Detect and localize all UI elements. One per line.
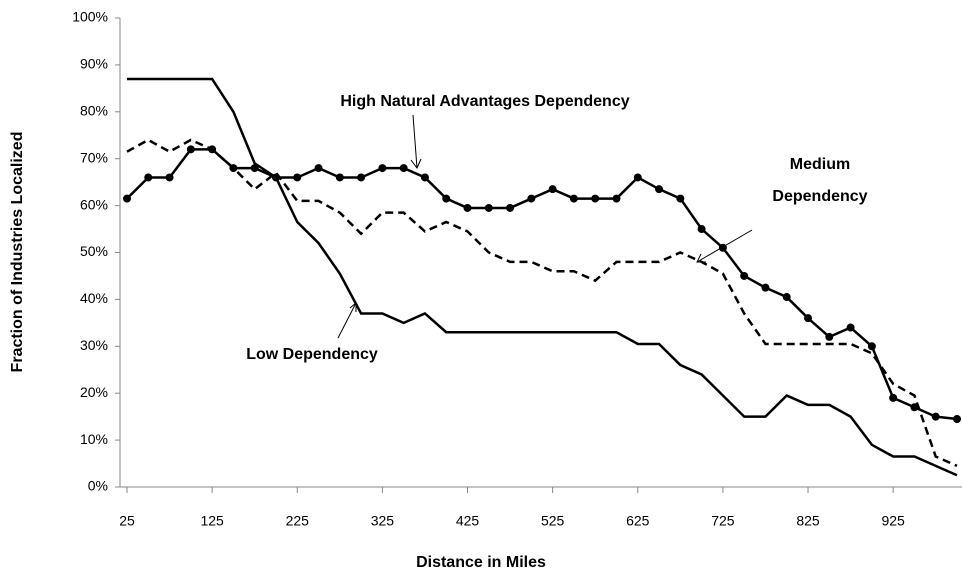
marker	[123, 194, 131, 203]
y-tick-label: 10%	[80, 431, 108, 447]
annotation-arrow	[412, 114, 418, 169]
marker	[548, 185, 557, 194]
y-tick-label: 70%	[80, 149, 108, 165]
marker	[740, 271, 749, 280]
x-tick-label: 525	[541, 513, 565, 529]
y-tick-label: 40%	[80, 290, 108, 306]
annotation-arrow	[337, 302, 357, 339]
marker	[357, 173, 366, 182]
marker	[804, 314, 813, 323]
marker	[420, 173, 429, 182]
y-tick-label: 100%	[72, 9, 108, 25]
marker	[144, 173, 153, 182]
annotation: High Natural Advantages Dependency	[340, 93, 629, 110]
series-line	[126, 148, 958, 421]
annotation: Dependency	[772, 188, 867, 205]
marker	[931, 412, 940, 421]
marker	[506, 203, 515, 212]
marker	[591, 194, 600, 203]
x-tick-label: 725	[711, 513, 735, 529]
marker	[867, 342, 876, 351]
x-tick-label: 125	[200, 513, 224, 529]
x-tick-label: 825	[796, 513, 820, 529]
x-tick-label: 25	[119, 513, 135, 529]
marker	[399, 164, 408, 173]
marker	[484, 203, 493, 212]
y-axis-label: Fraction of Industries Localized	[9, 132, 26, 373]
marker	[314, 164, 323, 173]
series-line	[127, 77, 958, 477]
y-tick-label: 50%	[80, 243, 108, 259]
y-tick-label: 80%	[80, 103, 108, 119]
marker	[953, 414, 961, 423]
marker	[633, 173, 642, 182]
x-axis-label: Distance in Miles	[416, 554, 546, 571]
y-tick-label: 60%	[80, 196, 108, 212]
marker	[676, 194, 685, 203]
y-tick-label: 30%	[80, 337, 108, 353]
marker	[165, 173, 174, 182]
annotation: Low Dependency	[246, 346, 378, 363]
marker	[463, 203, 472, 212]
marker	[825, 332, 834, 341]
y-tick-label: 20%	[80, 384, 108, 400]
marker	[442, 194, 451, 203]
marker	[293, 173, 302, 182]
marker	[782, 293, 791, 302]
marker	[697, 225, 706, 234]
marker	[910, 403, 919, 412]
marker	[569, 194, 578, 203]
y-tick-label: 90%	[80, 56, 108, 72]
series-line	[126, 138, 958, 468]
marker	[718, 243, 727, 252]
marker	[889, 393, 898, 402]
y-tick-label: 0%	[88, 478, 108, 494]
marker	[378, 164, 387, 173]
x-tick-label: 625	[626, 513, 650, 529]
annotation: Medium	[790, 156, 850, 173]
marker	[335, 173, 344, 182]
marker	[846, 323, 855, 332]
marker	[761, 283, 770, 292]
arrow-head	[410, 158, 422, 169]
marker	[527, 194, 536, 203]
x-tick-label: 325	[371, 513, 395, 529]
x-tick-label: 225	[286, 513, 310, 529]
marker	[612, 194, 621, 203]
marker	[655, 185, 664, 194]
x-tick-label: 925	[881, 513, 905, 529]
marker	[186, 145, 195, 154]
x-tick-label: 425	[456, 513, 480, 529]
